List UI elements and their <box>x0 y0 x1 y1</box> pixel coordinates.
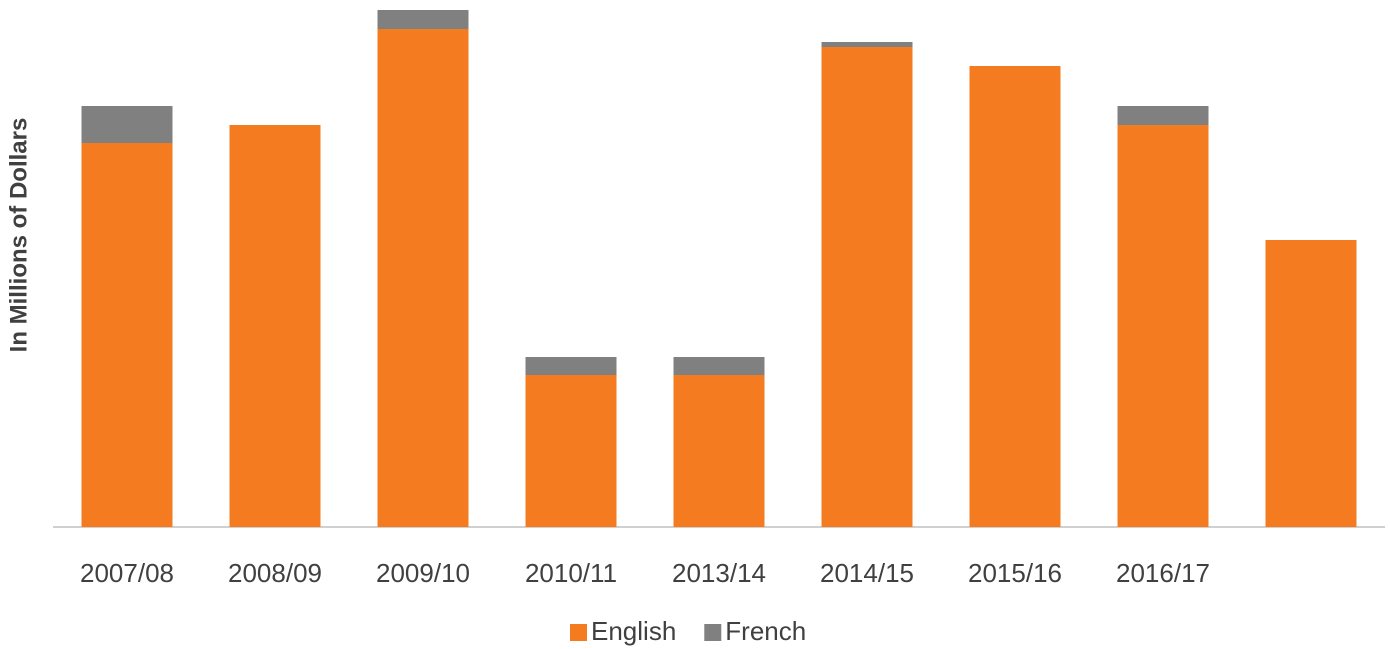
legend-label: French <box>725 616 806 646</box>
x-tick-label: 2015/16 <box>968 558 1062 588</box>
bar-segment <box>525 357 617 375</box>
bar-segment <box>229 125 321 527</box>
legend-label: English <box>591 616 676 646</box>
y-axis-label: In Millions of Dollars <box>5 118 32 353</box>
bar-segment <box>969 66 1061 527</box>
bar-segment <box>1117 125 1209 527</box>
bar-segment <box>673 357 765 375</box>
x-tick-label: 2010/11 <box>525 558 617 588</box>
x-tick-label: 2014/15 <box>820 558 914 588</box>
bar-segment <box>377 29 469 527</box>
legend-swatch <box>570 624 587 641</box>
bar-segment <box>81 143 173 527</box>
x-tick-label: 2016/17 <box>1116 558 1210 588</box>
legend-swatch <box>704 624 722 641</box>
bar-segment <box>1117 106 1209 125</box>
bar-segment <box>821 47 913 527</box>
x-tick-label: 2009/10 <box>376 558 470 588</box>
bar-segment <box>525 375 617 527</box>
bar-segment <box>377 10 469 29</box>
x-tick-label: 2007/08 <box>80 558 174 588</box>
bar-segment <box>1265 240 1357 527</box>
bar-segment <box>673 375 765 527</box>
bar-segment <box>821 42 913 47</box>
bar-segment <box>81 106 173 143</box>
x-tick-label: 2013/14 <box>672 558 766 588</box>
x-tick-label: 2008/09 <box>228 558 322 588</box>
